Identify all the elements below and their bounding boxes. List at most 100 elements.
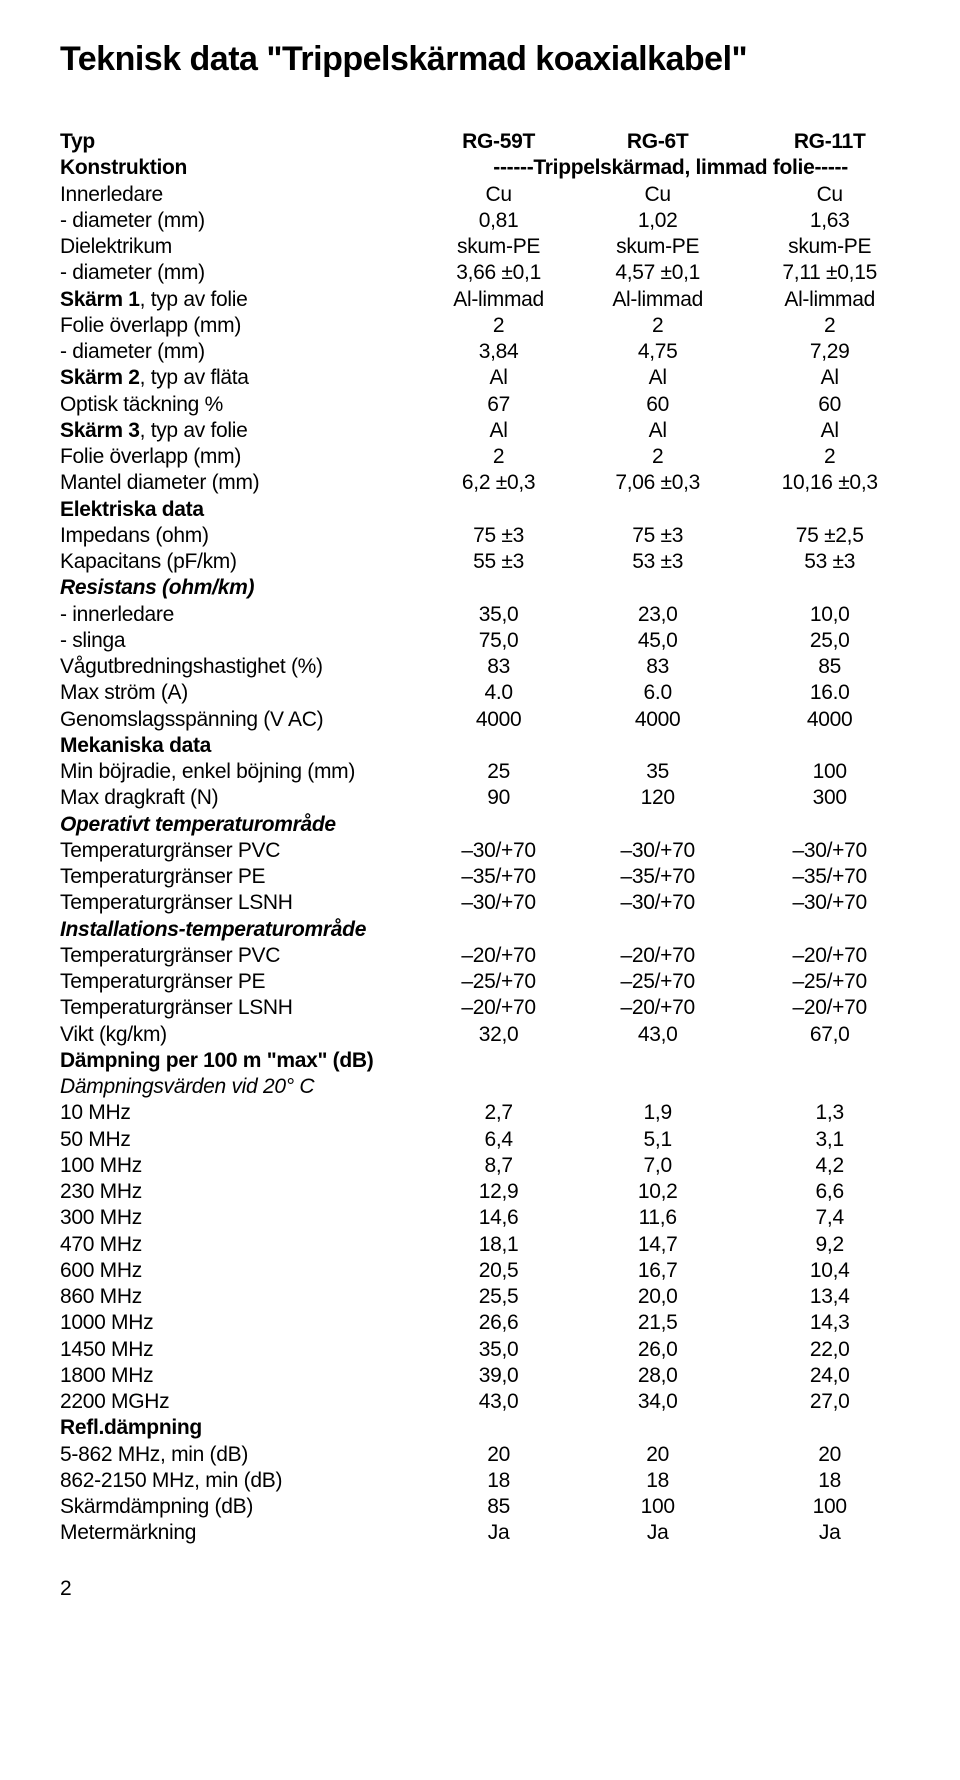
table-cell: Cu [739, 182, 920, 208]
table-cell: 600 MHz [60, 1258, 421, 1284]
table-cell: Temperaturgränser PE [60, 969, 421, 995]
table-row: Konstruktion------Trippelskärmad, limmad… [60, 155, 920, 181]
table-row: Dämpningsvärden vid 20° C [60, 1074, 920, 1100]
table-cell: Ja [576, 1520, 739, 1546]
table-cell: 60 [739, 392, 920, 418]
table-cell: Al [739, 365, 920, 391]
table-row: 100 MHz8,77,04,2 [60, 1153, 920, 1179]
table-cell: Metermärkning [60, 1520, 421, 1546]
table-cell: Typ [60, 129, 421, 155]
table-cell: 20,5 [421, 1258, 576, 1284]
table-cell: 34,0 [576, 1389, 739, 1415]
table-cell: 13,4 [739, 1284, 920, 1310]
table-row: Mekaniska data [60, 733, 920, 759]
table-cell: 4,75 [576, 339, 739, 365]
table-cell [576, 812, 739, 838]
table-cell: Elektriska data [60, 497, 421, 523]
table-cell [421, 1415, 576, 1441]
table-row: Kapacitans (pF/km)55 ±353 ±353 ±3 [60, 549, 920, 575]
table-cell: 25,0 [739, 628, 920, 654]
table-cell: 21,5 [576, 1310, 739, 1336]
table-cell: RG-11T [739, 129, 920, 155]
table-cell: Al [576, 418, 739, 444]
table-row: Temperaturgränser PVC–30/+70–30/+70–30/+… [60, 838, 920, 864]
table-cell: 10,0 [739, 602, 920, 628]
table-cell: 7,29 [739, 339, 920, 365]
table-row: 600 MHz20,516,710,4 [60, 1258, 920, 1284]
table-cell [739, 812, 920, 838]
table-row: - diameter (mm)0,811,021,63 [60, 208, 920, 234]
table-row: MetermärkningJaJaJa [60, 1520, 920, 1546]
table-cell: 5-862 MHz, min (dB) [60, 1442, 421, 1468]
table-cell: Temperaturgränser PE [60, 864, 421, 890]
table-row: Max dragkraft (N)90120300 [60, 785, 920, 811]
table-row: Temperaturgränser PVC–20/+70–20/+70–20/+… [60, 943, 920, 969]
table-header-row: TypRG-59TRG-6TRG-11T [60, 129, 920, 155]
table-cell: Genomslagsspänning (V AC) [60, 707, 421, 733]
table-cell: 7,11 ±0,15 [739, 260, 920, 286]
table-row: 5-862 MHz, min (dB)202020 [60, 1442, 920, 1468]
table-cell: Temperaturgränser LSNH [60, 995, 421, 1021]
table-cell: 10,2 [576, 1179, 739, 1205]
table-cell: 230 MHz [60, 1179, 421, 1205]
table-cell: Installations-temperaturområde [60, 917, 421, 943]
table-cell: 14,3 [739, 1310, 920, 1336]
table-cell: Ja [421, 1520, 576, 1546]
table-row: Mantel diameter (mm)6,2 ±0,37,06 ±0,310,… [60, 470, 920, 496]
table-cell: 4,2 [739, 1153, 920, 1179]
table-row: Temperaturgränser PE–35/+70–35/+70–35/+7… [60, 864, 920, 890]
table-cell: 83 [421, 654, 576, 680]
table-row: Temperaturgränser LSNH–30/+70–30/+70–30/… [60, 890, 920, 916]
table-cell: 1,9 [576, 1100, 739, 1126]
table-row: Min böjradie, enkel böjning (mm)2535100 [60, 759, 920, 785]
table-cell: 1,3 [739, 1100, 920, 1126]
table-cell: 35,0 [421, 1337, 576, 1363]
table-cell [421, 575, 576, 601]
table-cell: 3,1 [739, 1127, 920, 1153]
table-cell: Resistans (ohm/km) [60, 575, 421, 601]
table-cell: 860 MHz [60, 1284, 421, 1310]
table-row: Installations-temperaturområde [60, 917, 920, 943]
table-cell: Refl.dämpning [60, 1415, 421, 1441]
table-cell: Cu [421, 182, 576, 208]
table-cell: 4.0 [421, 680, 576, 706]
table-cell [576, 497, 739, 523]
table-row: Elektriska data [60, 497, 920, 523]
table-cell: 22,0 [739, 1337, 920, 1363]
table-cell: Dielektrikum [60, 234, 421, 260]
table-cell: 9,2 [739, 1232, 920, 1258]
table-cell: skum-PE [421, 234, 576, 260]
table-cell: 6,4 [421, 1127, 576, 1153]
table-cell: 1800 MHz [60, 1363, 421, 1389]
table-row: InnerledareCuCuCu [60, 182, 920, 208]
table-cell: 3,66 ±0,1 [421, 260, 576, 286]
table-cell: Temperaturgränser LSNH [60, 890, 421, 916]
table-cell: –20/+70 [739, 995, 920, 1021]
table-row: 862-2150 MHz, min (dB)181818 [60, 1468, 920, 1494]
table-cell: 12,9 [421, 1179, 576, 1205]
table-cell: 26,0 [576, 1337, 739, 1363]
table-cell: 25,5 [421, 1284, 576, 1310]
table-cell: Kapacitans (pF/km) [60, 549, 421, 575]
table-cell: 18 [576, 1468, 739, 1494]
table-cell: RG-6T [576, 129, 739, 155]
table-cell: 6.0 [576, 680, 739, 706]
table-row: 1000 MHz26,621,514,3 [60, 1310, 920, 1336]
table-cell: 20 [739, 1442, 920, 1468]
table-row: Folie överlapp (mm)222 [60, 313, 920, 339]
table-cell: 8,7 [421, 1153, 576, 1179]
table-cell: Al-limmad [739, 287, 920, 313]
table-cell: –35/+70 [576, 864, 739, 890]
table-cell: Ja [739, 1520, 920, 1546]
table-cell: 60 [576, 392, 739, 418]
table-cell: 75 ±3 [576, 523, 739, 549]
table-cell: 26,6 [421, 1310, 576, 1336]
table-cell: - diameter (mm) [60, 260, 421, 286]
table-cell: 75 ±2,5 [739, 523, 920, 549]
table-row: Optisk täckning %676060 [60, 392, 920, 418]
table-row: 50 MHz6,45,13,1 [60, 1127, 920, 1153]
table-cell [421, 812, 576, 838]
table-row: Vågutbredningshastighet (%)838385 [60, 654, 920, 680]
table-cell: 16.0 [739, 680, 920, 706]
table-cell [421, 1048, 576, 1074]
